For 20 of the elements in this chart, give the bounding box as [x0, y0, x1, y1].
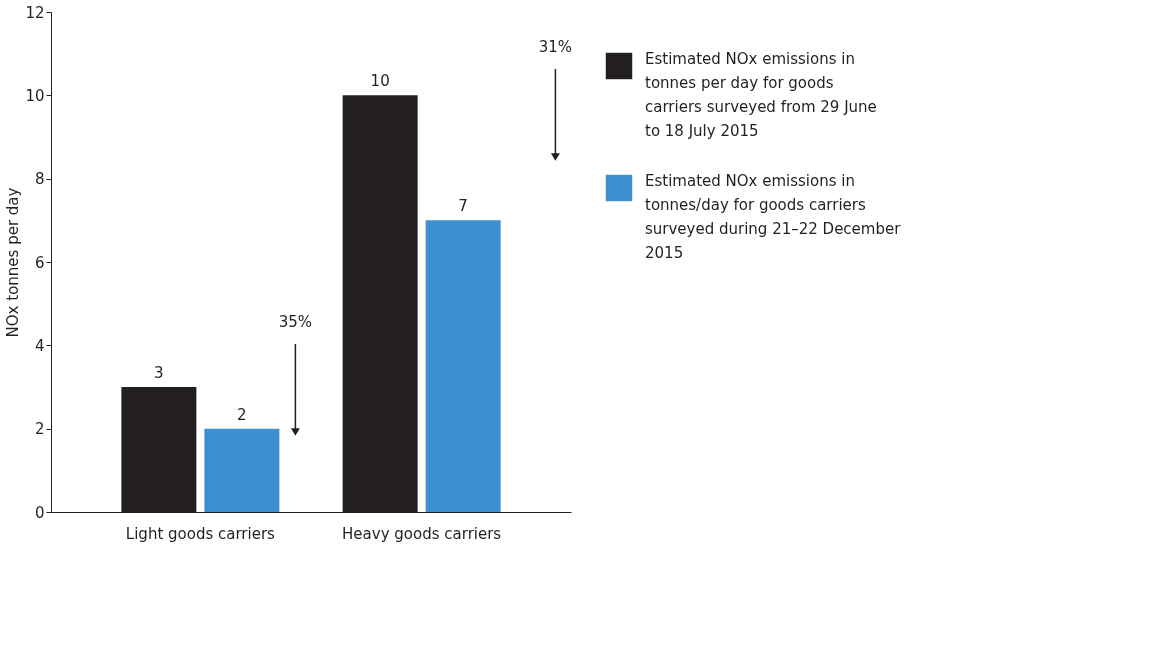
bar — [425, 220, 501, 512]
y-tick-label: 0 — [34, 503, 45, 522]
annotation: 35% — [278, 313, 313, 331]
bar — [204, 428, 280, 512]
legend-label: Estimated NOx emissions in tonnes per day for goods carriers surveyed from 29 June to 18 July 2015 — [645, 50, 877, 140]
annotation: 31% — [538, 38, 573, 56]
y-axis-title: NOx tonnes per day — [4, 187, 23, 338]
data-label: 10 — [370, 72, 390, 91]
x-tick-label: Heavy goods carriers — [342, 524, 502, 543]
data-label: 7 — [458, 197, 468, 216]
legend-label: Estimated NOx emissions in tonnes/day for goods carriers surveyed during 21–22 December 2015 — [645, 172, 902, 262]
y-tick-label: 12 — [25, 3, 45, 22]
y-tick-label: 4 — [34, 336, 45, 355]
y-tick-label: 10 — [25, 86, 45, 105]
data-label: 2 — [237, 405, 247, 424]
data-label: 3 — [154, 364, 164, 382]
y-tick-label: 8 — [34, 170, 45, 189]
y-tick-label: 6 — [34, 253, 45, 272]
y-tick-label: 2 — [34, 420, 45, 439]
x-tick-label: Light goods carriers — [125, 524, 276, 543]
